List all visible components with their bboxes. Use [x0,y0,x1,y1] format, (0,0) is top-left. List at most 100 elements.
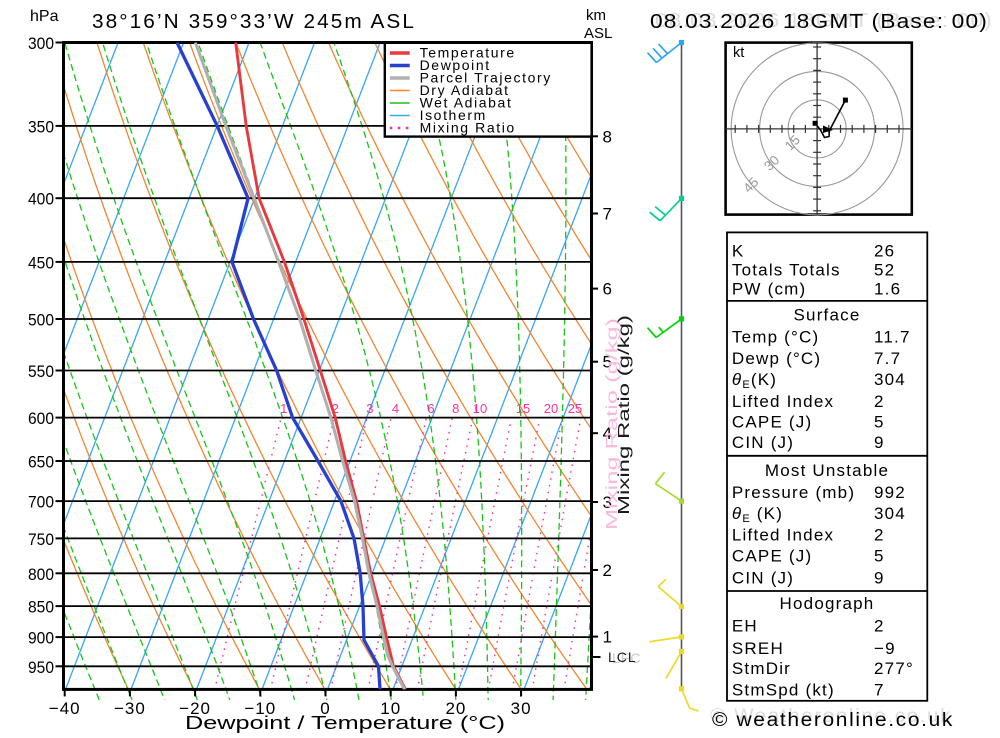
svg-text:SREH: SREH [732,639,784,658]
svg-text:CAPE (J): CAPE (J) [732,413,812,432]
svg-text:5: 5 [874,413,885,432]
svg-text:950: 950 [28,658,54,677]
svg-text:304: 304 [874,370,906,389]
svg-text:400: 400 [28,190,54,209]
svg-text:25: 25 [568,401,582,416]
svg-text:Temperature: Temperature [420,45,516,61]
svg-text:CIN (J): CIN (J) [732,569,794,588]
svg-text:Wet Adiabat: Wet Adiabat [420,95,513,111]
svg-text:15: 15 [516,401,530,416]
svg-text:9: 9 [874,433,885,452]
svg-text:Surface: Surface [794,306,861,325]
svg-text:300: 300 [28,34,54,53]
svg-text:−40: −40 [49,699,81,718]
svg-text:© Weatheronline.co.uk: © Weatheronline.co.uk [710,706,952,727]
svg-text:LFC: LFC [612,650,641,666]
svg-text:CIN (J): CIN (J) [732,433,794,452]
svg-text:1: 1 [603,628,612,647]
svg-text:9: 9 [874,569,885,588]
svg-text:304: 304 [874,504,906,523]
svg-text:500: 500 [28,311,54,330]
svg-text:10: 10 [473,401,487,416]
svg-text:−10: −10 [244,699,276,718]
svg-text:6: 6 [603,280,612,299]
svg-text:kt: kt [733,45,744,61]
svg-text:−9: −9 [874,639,896,658]
svg-text:Lifted Index: Lifted Index [732,392,834,411]
svg-text:3: 3 [366,401,373,416]
svg-text:Dry Adiabat: Dry Adiabat [420,82,510,98]
svg-text:277°: 277° [874,659,914,678]
svg-text:θE(K): θE(K) [732,370,777,391]
svg-text:5: 5 [874,547,885,566]
svg-text:EH: EH [732,617,758,636]
svg-text:km: km [586,7,606,24]
svg-text:Most Unstable: Most Unstable [765,461,889,480]
svg-text:2: 2 [874,392,885,411]
svg-text:08.03.2026 18GMT (Base: 00): 08.03.2026 18GMT (Base: 00) [650,11,988,33]
svg-text:20: 20 [445,699,466,718]
svg-text:Lifted Index: Lifted Index [732,526,834,545]
svg-text:3: 3 [603,493,612,512]
svg-text:Dewpoint: Dewpoint [420,57,491,73]
svg-text:8: 8 [603,127,612,146]
svg-text:700: 700 [28,493,54,512]
svg-text:StmSpd (kt): StmSpd (kt) [732,681,835,700]
svg-text:26: 26 [874,242,895,261]
svg-text:Dewpoint / Temperature (°C): Dewpoint / Temperature (°C) [185,713,505,733]
svg-text:CAPE (J): CAPE (J) [732,547,812,566]
svg-text:650: 650 [28,453,54,472]
svg-text:08.03.2026 18GMT (Base: 00): 08.03.2026 18GMT (Base: 00) [655,10,993,32]
svg-text:5: 5 [603,353,612,372]
svg-text:Mixing Ratio: Mixing Ratio [420,120,516,136]
svg-text:ASL: ASL [584,25,612,42]
svg-text:−30: −30 [114,699,146,718]
svg-text:20: 20 [544,401,558,416]
svg-text:10: 10 [380,699,401,718]
svg-text:52: 52 [874,260,895,279]
svg-text:© weatheronline.co.uk: © weatheronline.co.uk [712,710,954,731]
svg-text:30: 30 [511,699,532,718]
svg-text:LCL: LCL [608,649,637,665]
svg-text:θE (K): θE (K) [732,504,783,525]
svg-text:Hodograph: Hodograph [780,594,875,613]
svg-text:900: 900 [28,629,54,648]
svg-text:600: 600 [28,409,54,428]
svg-text:4: 4 [392,401,399,416]
svg-text:550: 550 [28,362,54,381]
svg-text:11.7: 11.7 [874,328,911,347]
svg-text:7.7: 7.7 [874,349,901,368]
svg-text:38°16’N 359°33’W 245m ASL: 38°16’N 359°33’W 245m ASL [92,11,416,33]
svg-text:6: 6 [427,401,434,416]
svg-text:Pressure (mb): Pressure (mb) [732,483,855,502]
svg-text:992: 992 [874,483,906,502]
svg-text:750: 750 [28,530,54,549]
svg-text:Mixing Ratio (g/kg): Mixing Ratio (g/kg) [616,315,633,515]
svg-text:350: 350 [28,117,54,136]
svg-text:1.6: 1.6 [874,280,901,299]
svg-text:Temp (°C): Temp (°C) [732,328,820,347]
svg-text:Dewp (°C): Dewp (°C) [732,349,821,368]
svg-text:−20: −20 [179,699,211,718]
svg-text:7: 7 [874,681,885,700]
svg-text:0: 0 [320,699,330,718]
svg-text:2: 2 [874,526,885,545]
svg-text:850: 850 [28,598,54,617]
svg-text:4: 4 [603,424,612,443]
svg-text:Isotherm: Isotherm [420,107,487,123]
svg-text:Parcel Trajectory: Parcel Trajectory [420,70,552,86]
svg-text:Mixing Ratio (g/kg): Mixing Ratio (g/kg) [604,318,621,530]
svg-text:2: 2 [874,617,885,636]
svg-text:PW (cm): PW (cm) [732,280,807,299]
svg-text:450: 450 [28,253,54,272]
svg-text:2: 2 [332,401,339,416]
svg-text:1: 1 [280,401,287,416]
svg-text:2: 2 [603,561,612,580]
svg-text:K: K [732,242,745,261]
svg-text:Totals Totals: Totals Totals [732,260,841,279]
svg-text:8: 8 [452,401,459,416]
svg-text:hPa: hPa [30,8,59,25]
svg-text:7: 7 [603,205,612,224]
svg-text:StmDir: StmDir [732,659,791,678]
svg-text:800: 800 [28,565,54,584]
